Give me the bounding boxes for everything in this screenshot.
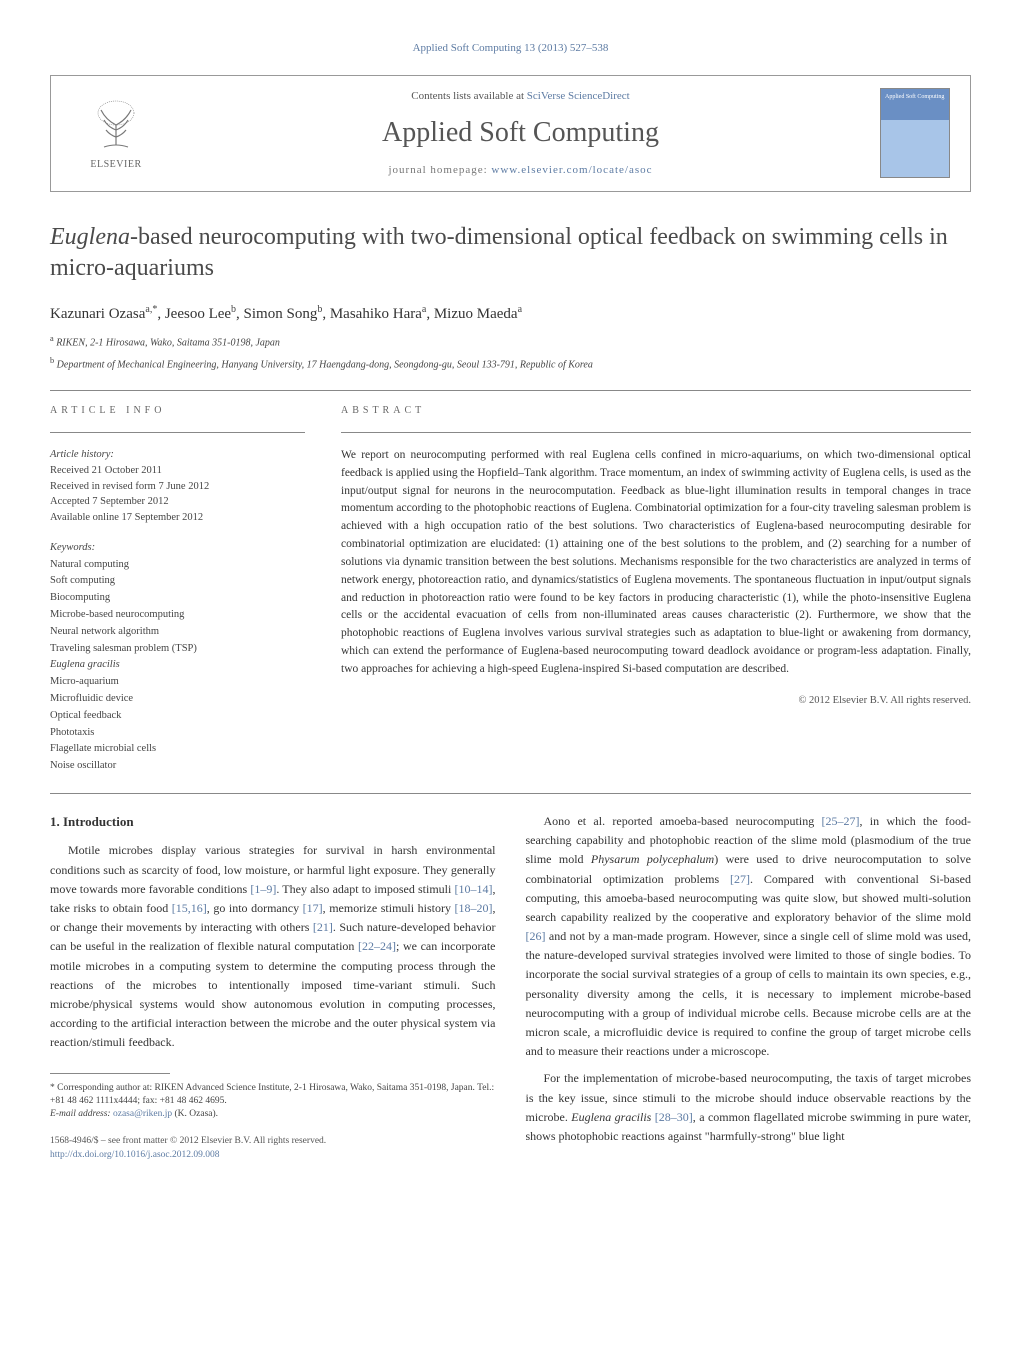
ref-link[interactable]: [22–24] bbox=[358, 939, 396, 953]
ref-link[interactable]: [25–27] bbox=[822, 814, 860, 828]
publisher-name: ELSEVIER bbox=[90, 157, 141, 172]
email-suffix: (K. Ozasa). bbox=[172, 1109, 218, 1119]
author-3: , Simon Song bbox=[236, 306, 317, 322]
body-columns: 1. Introduction Motile microbes display … bbox=[50, 812, 971, 1162]
issn-line: 1568-4946/$ – see front matter © 2012 El… bbox=[50, 1135, 496, 1148]
abstract-column: ABSTRACT We report on neurocomputing per… bbox=[341, 403, 971, 775]
ref-link[interactable]: [17] bbox=[303, 901, 323, 915]
header-center: Contents lists available at SciVerse Sci… bbox=[161, 88, 880, 179]
ref-link[interactable]: [10–14] bbox=[455, 882, 493, 896]
contents-prefix: Contents lists available at bbox=[411, 90, 526, 102]
divider-bottom bbox=[50, 793, 971, 794]
abstract-text: We report on neurocomputing performed wi… bbox=[341, 447, 971, 679]
intro-paragraph-3: For the implementation of microbe-based … bbox=[526, 1069, 972, 1146]
body-column-right: Aono et al. reported amoeba-based neuroc… bbox=[526, 812, 972, 1162]
elsevier-tree-icon bbox=[86, 95, 146, 155]
revised-date: Received in revised form 7 June 2012 bbox=[50, 479, 305, 495]
author-list: Kazunari Ozasaa,*, Jeesoo Leeb, Simon So… bbox=[50, 302, 971, 326]
homepage-prefix: journal homepage: bbox=[389, 164, 492, 176]
author-1-affil: a,* bbox=[145, 304, 157, 315]
journal-cover-thumbnail: Applied Soft Computing bbox=[880, 88, 950, 178]
publisher-logo: ELSEVIER bbox=[71, 95, 161, 172]
homepage-link[interactable]: www.elsevier.com/locate/asoc bbox=[491, 164, 652, 176]
ref-link[interactable]: [21] bbox=[313, 920, 333, 934]
article-info-column: ARTICLE INFO Article history: Received 2… bbox=[50, 403, 305, 775]
doi-link[interactable]: http://dx.doi.org/10.1016/j.asoc.2012.09… bbox=[50, 1150, 220, 1160]
keyword-item: Flagellate microbial cells bbox=[50, 741, 305, 758]
intro-paragraph-2: Aono et al. reported amoeba-based neuroc… bbox=[526, 812, 972, 1061]
corr-email-link[interactable]: ozasa@riken.jp bbox=[113, 1109, 172, 1119]
keyword-item: Noise oscillator bbox=[50, 758, 305, 775]
keywords-heading: Keywords: bbox=[50, 540, 305, 557]
footnote-separator bbox=[50, 1073, 170, 1074]
email-label: E-mail address: bbox=[50, 1109, 113, 1119]
journal-title: Applied Soft Computing bbox=[161, 112, 880, 154]
journal-page: Applied Soft Computing 13 (2013) 527–538… bbox=[0, 0, 1021, 1202]
ref-link[interactable]: [27] bbox=[730, 872, 750, 886]
p1-text-b: . They also adapt to imposed stimuli bbox=[276, 882, 454, 896]
sciencedirect-link[interactable]: SciVerse ScienceDirect bbox=[527, 90, 630, 102]
article-info-label: ARTICLE INFO bbox=[50, 403, 305, 418]
page-footer: 1568-4946/$ – see front matter © 2012 El… bbox=[50, 1135, 496, 1162]
article-title: Euglena-based neurocomputing with two-di… bbox=[50, 222, 971, 284]
keywords-block: Keywords: Natural computing Soft computi… bbox=[50, 540, 305, 775]
journal-homepage: journal homepage: www.elsevier.com/locat… bbox=[161, 162, 880, 179]
author-4: , Masahiko Hara bbox=[322, 306, 422, 322]
keyword-item: Natural computing bbox=[50, 557, 305, 574]
contents-available: Contents lists available at SciVerse Sci… bbox=[161, 88, 880, 105]
copyright-line: © 2012 Elsevier B.V. All rights reserved… bbox=[341, 693, 971, 709]
received-date: Received 21 October 2011 bbox=[50, 463, 305, 479]
abstract-divider bbox=[341, 432, 971, 433]
keyword-item: Microbe-based neurocomputing bbox=[50, 607, 305, 624]
keyword-item: Microfluidic device bbox=[50, 691, 305, 708]
ref-link[interactable]: [15,16] bbox=[172, 901, 207, 915]
cover-title-text: Applied Soft Computing bbox=[885, 93, 944, 102]
keyword-item: Optical feedback bbox=[50, 708, 305, 725]
keyword-item: Soft computing bbox=[50, 573, 305, 590]
ref-link[interactable]: [1–9] bbox=[250, 882, 276, 896]
affil-a-text: RIKEN, 2-1 Hirosawa, Wako, Saitama 351-0… bbox=[56, 338, 280, 349]
author-2: , Jeesoo Lee bbox=[157, 306, 231, 322]
corr-text: * Corresponding author at: RIKEN Advance… bbox=[50, 1083, 494, 1106]
author-1: Kazunari Ozasa bbox=[50, 306, 145, 322]
intro-paragraph-1: Motile microbes display various strategi… bbox=[50, 841, 496, 1052]
keyword-item: Biocomputing bbox=[50, 590, 305, 607]
affiliation-a: a RIKEN, 2-1 Hirosawa, Wako, Saitama 351… bbox=[50, 333, 971, 350]
title-main-part: -based neurocomputing with two-dimension… bbox=[50, 224, 948, 281]
citation-header: Applied Soft Computing 13 (2013) 527–538 bbox=[50, 40, 971, 57]
body-column-left: 1. Introduction Motile microbes display … bbox=[50, 812, 496, 1162]
section-1-heading: 1. Introduction bbox=[50, 812, 496, 832]
history-heading: Article history: bbox=[50, 447, 305, 463]
journal-header-box: ELSEVIER Contents lists available at Sci… bbox=[50, 75, 971, 192]
ref-link[interactable]: [28–30] bbox=[655, 1110, 693, 1124]
author-5: , Mizuo Maeda bbox=[426, 306, 517, 322]
title-italic-part: Euglena bbox=[50, 224, 130, 250]
affil-b-text: Department of Mechanical Engineering, Ha… bbox=[57, 359, 593, 370]
keyword-item: Traveling salesman problem (TSP) bbox=[50, 641, 305, 658]
abstract-label: ABSTRACT bbox=[341, 403, 971, 418]
divider-top bbox=[50, 390, 971, 391]
info-abstract-row: ARTICLE INFO Article history: Received 2… bbox=[50, 403, 971, 775]
info-divider bbox=[50, 432, 305, 433]
affiliation-b: b Department of Mechanical Engineering, … bbox=[50, 355, 971, 372]
ref-link[interactable]: [26] bbox=[526, 929, 546, 943]
online-date: Available online 17 September 2012 bbox=[50, 510, 305, 526]
keyword-item: Micro-aquarium bbox=[50, 674, 305, 691]
keyword-item: Euglena gracilis bbox=[50, 657, 305, 674]
accepted-date: Accepted 7 September 2012 bbox=[50, 494, 305, 510]
corresponding-author-footnote: * Corresponding author at: RIKEN Advance… bbox=[50, 1082, 496, 1122]
article-history: Article history: Received 21 October 201… bbox=[50, 447, 305, 526]
author-5-affil: a bbox=[518, 304, 522, 315]
ref-link[interactable]: [18–20] bbox=[455, 901, 493, 915]
keyword-item: Phototaxis bbox=[50, 725, 305, 742]
keyword-item: Neural network algorithm bbox=[50, 624, 305, 641]
